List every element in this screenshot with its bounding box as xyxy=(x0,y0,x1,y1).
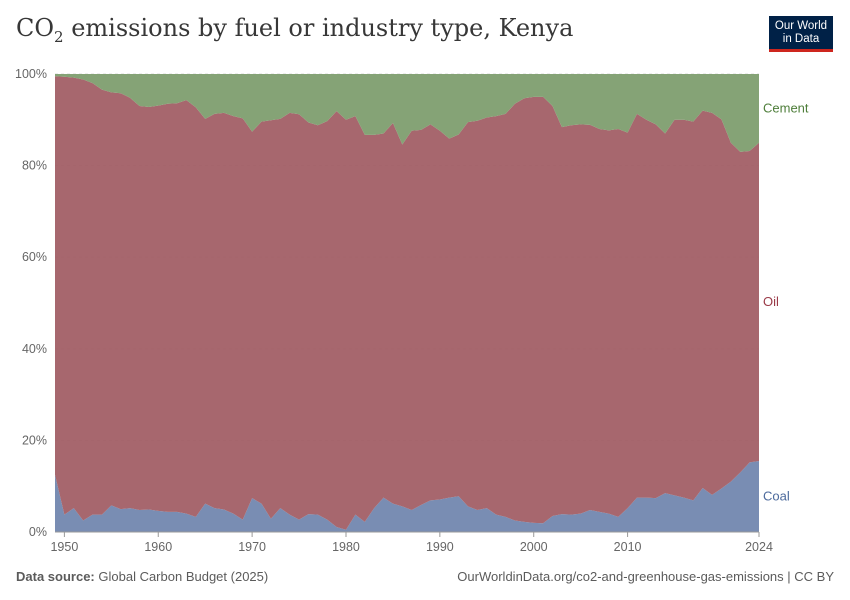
logo-line-2: in Data xyxy=(782,33,820,45)
area-cement xyxy=(55,74,759,152)
y-tick-label: 60% xyxy=(22,250,47,264)
y-tick-label: 100% xyxy=(15,67,47,81)
x-tick-label: 2024 xyxy=(745,540,773,554)
y-tick-label: 80% xyxy=(22,159,47,173)
x-tick-label: 1980 xyxy=(332,540,360,554)
series-label-coal: Coal xyxy=(763,489,790,504)
x-tick-label: 2000 xyxy=(520,540,548,554)
data-source-label: Data source: xyxy=(16,569,95,584)
y-tick-label: 20% xyxy=(22,433,47,447)
y-tick-label: 40% xyxy=(22,342,47,356)
x-tick-label: 1950 xyxy=(50,540,78,554)
x-tick-label: 1990 xyxy=(426,540,454,554)
x-tick-label: 1960 xyxy=(144,540,172,554)
area-oil xyxy=(55,76,759,530)
x-tick-label: 2010 xyxy=(614,540,642,554)
series-label-oil: Oil xyxy=(763,294,779,309)
chart-title: CO2 emissions by fuel or industry type, … xyxy=(16,14,574,46)
data-source: Data source: Global Carbon Budget (2025) xyxy=(16,569,268,584)
logo-line-1: Our World xyxy=(774,20,828,32)
footer-url[interactable]: OurWorldinData.org/co2-and-greenhouse-ga… xyxy=(457,569,834,584)
owid-logo[interactable]: Our World in Data xyxy=(769,16,833,52)
data-source-link[interactable]: Global Carbon Budget (2025) xyxy=(98,569,269,584)
area-coal xyxy=(55,461,759,532)
series-label-cement: Cement xyxy=(763,100,809,115)
y-tick-label: 0% xyxy=(29,525,47,539)
x-tick-label: 1970 xyxy=(238,540,266,554)
